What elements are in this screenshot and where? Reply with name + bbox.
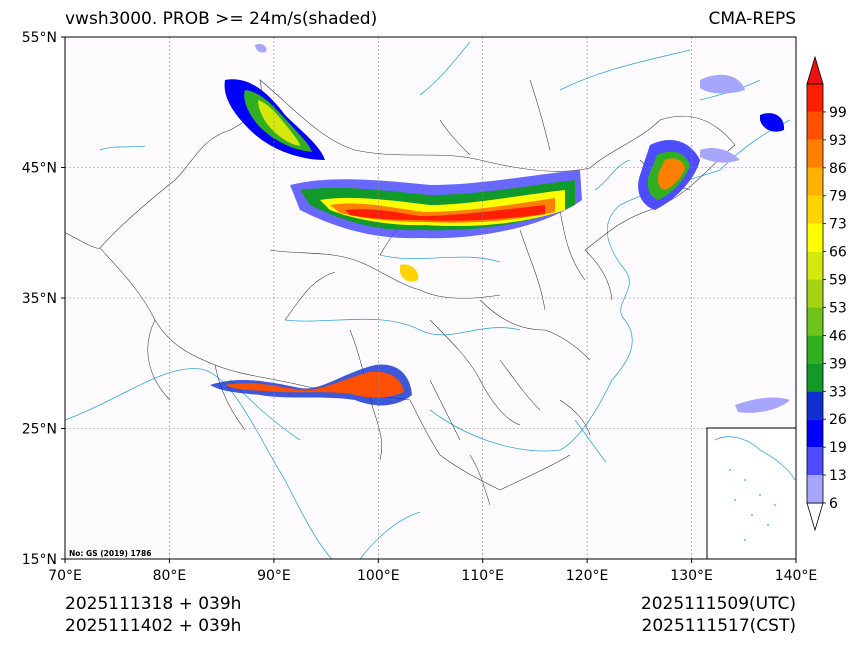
approval-note: No: GS (2019) 1786 (69, 549, 151, 558)
colorbar-swatch (807, 84, 823, 112)
map-layers (65, 41, 791, 559)
boundary-layer (65, 79, 736, 506)
colorbar-over-arrow (806, 55, 824, 85)
south-china-sea-inset (706, 427, 797, 560)
colorbar-label: 86 (829, 161, 847, 177)
valid-time-utc: 2025111509(UTC) (640, 594, 796, 614)
colorbar-under-arrow (806, 502, 824, 532)
colorbar-label: 93 (829, 133, 847, 149)
colorbar-label: 59 (829, 273, 847, 289)
lat-label-35: 35°N (22, 291, 57, 307)
model-name: CMA-REPS (708, 9, 796, 29)
lon-axis: 70°E 80°E 90°E 100°E 110°E 120°E 130°E 1… (48, 559, 817, 584)
colorbar-label: 19 (829, 440, 847, 456)
colorbar-label: 46 (829, 328, 847, 344)
colorbar-label: 33 (829, 384, 847, 400)
lat-axis: 55°N 45°N 35°N 25°N 15°N (22, 30, 65, 568)
colorbar-swatch (807, 475, 823, 503)
colorbar-swatch (807, 167, 823, 196)
lon-label-130: 130°E (670, 568, 713, 584)
colorbar-label: 13 (829, 468, 847, 484)
lon-label-110: 110°E (461, 568, 504, 584)
colorbar-swatch (807, 363, 823, 392)
lat-label-25: 25°N (22, 422, 57, 438)
lon-label-90: 90°E (257, 568, 291, 584)
coastline-layer (65, 41, 791, 559)
valid-time-cst: 2025111517(CST) (641, 616, 796, 636)
lon-label-80: 80°E (153, 568, 187, 584)
colorbar-frame (806, 83, 824, 504)
colorbar-swatch (807, 195, 823, 224)
colorbar: 6 13 19 26 33 39 46 53 59 66 73 79 86 93 99 (806, 55, 847, 532)
colorbar-label: 39 (829, 356, 847, 372)
init-time-utc: 2025111318 + 039h (65, 594, 242, 614)
lat-label-55: 55°N (22, 30, 57, 46)
colorbar-label: 73 (829, 217, 847, 233)
colorbar-swatch (807, 251, 823, 280)
colorbar-swatch (807, 391, 823, 420)
colorbar-label: 26 (829, 412, 847, 428)
colorbar-swatch (807, 139, 823, 168)
lat-label-45: 45°N (22, 161, 57, 177)
lon-label-140: 140°E (775, 568, 818, 584)
lat-label-15: 15°N (22, 552, 57, 568)
colorbar-swatch (807, 279, 823, 308)
colorbar-label: 53 (829, 300, 847, 316)
colorbar-swatch (807, 419, 823, 448)
lon-label-70: 70°E (48, 568, 82, 584)
colorbar-label: 79 (829, 189, 847, 205)
init-time-cst: 2025111402 + 039h (65, 616, 242, 636)
colorbar-swatch (807, 111, 823, 140)
probability-shading (210, 43, 790, 413)
colorbar-label: 6 (829, 496, 838, 512)
lon-label-120: 120°E (566, 568, 609, 584)
map-title: vwsh3000. PROB >= 24m/s(shaded) (65, 9, 378, 29)
gridlines (65, 37, 796, 559)
colorbar-swatch (807, 335, 823, 364)
colorbar-label: 99 (829, 105, 847, 121)
colorbar-swatch (807, 223, 823, 252)
colorbar-swatch (807, 307, 823, 336)
colorbar-swatch (807, 447, 823, 476)
lon-label-100: 100°E (357, 568, 400, 584)
colorbar-label: 66 (829, 245, 847, 261)
